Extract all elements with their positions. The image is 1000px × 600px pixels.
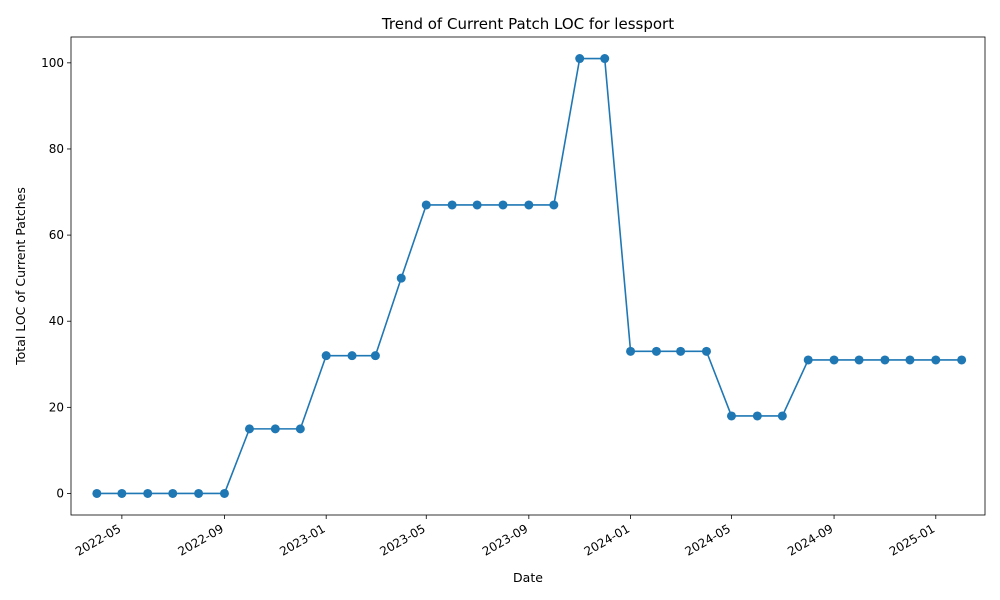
data-point: [347, 351, 357, 361]
data-point: [854, 355, 864, 365]
y-tick-label: 0: [56, 486, 64, 500]
data-point: [396, 273, 406, 283]
data-point: [92, 488, 102, 498]
plot-frame: [70, 36, 986, 516]
data-point: [905, 355, 915, 365]
data-point: [143, 488, 153, 498]
data-point: [447, 200, 457, 210]
data-point: [575, 54, 585, 64]
data-point: [117, 488, 127, 498]
data-point: [676, 346, 686, 356]
data-point: [472, 200, 482, 210]
data-point: [219, 488, 229, 498]
data-point: [957, 355, 967, 365]
data-point: [931, 355, 941, 365]
data-point: [726, 411, 736, 421]
data-point: [498, 200, 508, 210]
data-point: [370, 351, 380, 361]
data-point: [321, 351, 331, 361]
series-layer: [92, 54, 967, 498]
data-point: [880, 355, 890, 365]
y-tick-label: 20: [49, 400, 64, 414]
y-axis-label: Total LOC of Current Patches: [13, 187, 28, 366]
data-point: [752, 411, 762, 421]
data-point: [651, 346, 661, 356]
y-tick-label: 80: [49, 142, 64, 156]
data-point: [194, 488, 204, 498]
data-point: [829, 355, 839, 365]
data-point: [701, 346, 711, 356]
data-point: [803, 355, 813, 365]
y-axis: 0 20 40 60 80 100: [41, 56, 71, 500]
x-axis-label: Date: [513, 570, 543, 585]
data-point: [626, 346, 636, 356]
data-point: [524, 200, 534, 210]
y-tick-label: 60: [49, 228, 64, 242]
y-tick-label: 100: [41, 56, 64, 70]
data-point: [168, 488, 178, 498]
data-point: [549, 200, 559, 210]
data-point: [270, 424, 280, 434]
plot-area: [70, 36, 986, 516]
data-point: [600, 54, 610, 64]
chart-title: Trend of Current Patch LOC for lessport: [381, 15, 674, 33]
data-point: [244, 424, 254, 434]
data-point: [421, 200, 431, 210]
y-tick-label: 40: [49, 314, 64, 328]
data-point: [295, 424, 305, 434]
data-point: [777, 411, 787, 421]
